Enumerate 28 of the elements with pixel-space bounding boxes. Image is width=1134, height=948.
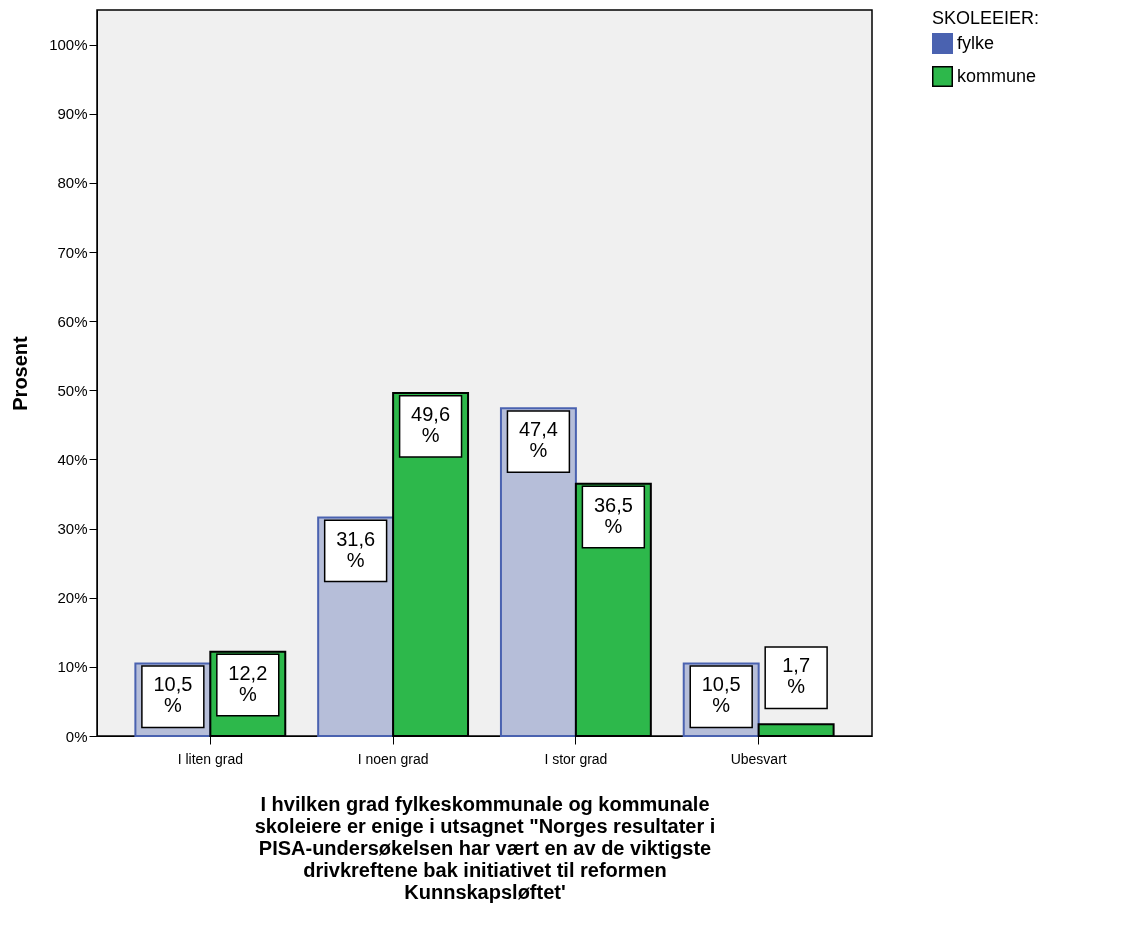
data-label: 49,6 % [411,403,451,447]
y-tick-label: 60% [57,312,88,330]
y-tick-label: 90% [57,105,88,123]
data-label: 31,6 % [336,527,376,571]
data-label: 12,2 % [228,661,268,705]
data-label: 47,4 % [518,418,558,462]
legend-title: SKOLEEIER: [932,8,1040,28]
y-tick-label: 50% [57,381,88,399]
x-tick-label: I liten grad [177,750,244,767]
y-tick-label: 20% [57,589,88,607]
y-axis-title: Prosent [9,335,32,411]
y-tick-label: 40% [57,450,88,468]
data-label: 10,5 % [701,673,741,717]
y-tick-label: 0% [65,727,88,745]
data-label: 1,7 % [782,654,811,698]
y-tick-label: 30% [57,520,88,538]
x-tick-label: Ubesvart [730,750,787,767]
y-tick-label: 70% [57,243,88,261]
y-tick-label: 10% [57,658,88,676]
x-tick-label: I noen grad [357,750,429,767]
data-label: 36,5 % [593,493,633,537]
data-label: 10,5 % [153,673,193,717]
x-tick-label: I stor grad [544,750,608,767]
legend-label: fylke [957,32,995,53]
y-tick-label: 80% [57,174,88,192]
x-axis-title: I hvilken grad fylkeskommunale og kommunale skoleiere er enige i utsagnet "Norges resultater i PISA-undersøkelsen har vært en av de viktigste drivkreftene bak initiativet til reformen Kunnskapsløftet' [254,792,716,903]
legend-label: kommune [957,65,1037,86]
y-tick-label: 100% [49,36,88,54]
